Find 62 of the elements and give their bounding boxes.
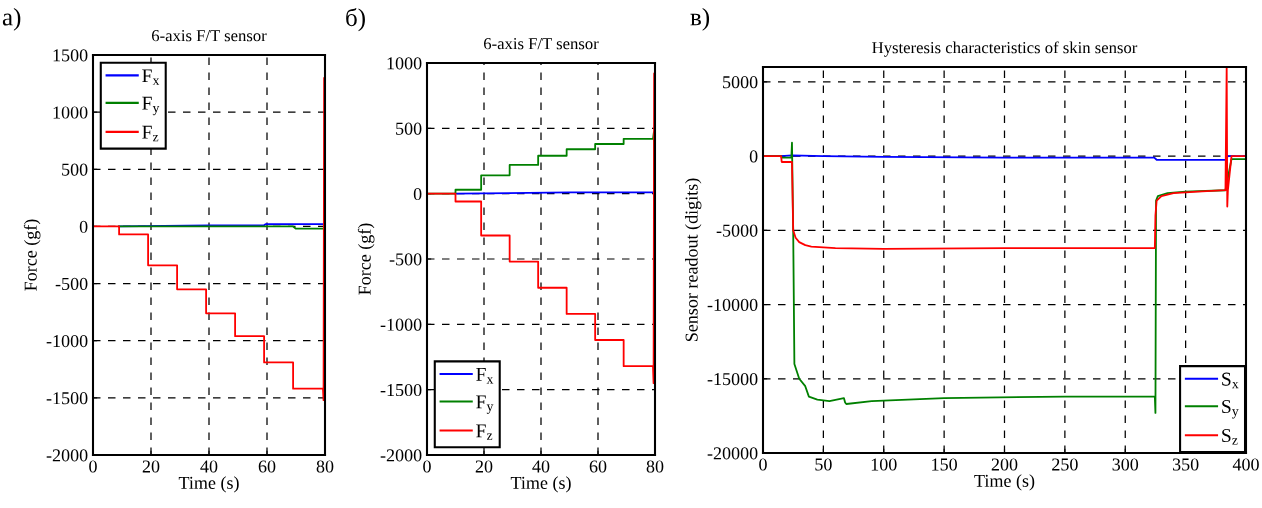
x-tick-label: 0: [423, 460, 431, 473]
y-tick-label: -500: [389, 253, 422, 266]
y-tick-label: -5000: [716, 224, 758, 237]
legend-label: S$_{x}$: [1222, 372, 1239, 389]
y-tick-label: -1000: [46, 334, 88, 348]
y-tick-label: 0: [413, 187, 422, 201]
y-axis-title: Force (gf): [23, 219, 41, 291]
x-tick-label: 20: [142, 460, 160, 473]
x-tick-label: 40: [200, 460, 218, 473]
y-tick-label: 500: [396, 122, 422, 135]
y-tick-label: 1500: [53, 49, 88, 62]
y-tick-label: -2000: [380, 449, 422, 462]
x-tick-label: 100: [871, 458, 897, 471]
x-axis-title: Time (s): [178, 476, 239, 493]
chart-title: 6-axis F/T sensor: [484, 38, 599, 50]
y-tick-label: -1500: [380, 383, 422, 397]
y-tick-label: -1500: [46, 392, 88, 405]
y-tick-label: -2000: [46, 449, 88, 462]
x-axis-title: Time (s): [510, 476, 571, 493]
x-tick-label: 50: [815, 458, 832, 471]
y-tick-label: -1000: [380, 318, 422, 331]
legend-label: F$_{z}$: [476, 424, 493, 440]
y-tick-label: -500: [55, 277, 88, 291]
x-tick-label: 300: [1112, 458, 1139, 471]
legend-label: F$_{y}$: [476, 395, 494, 414]
x-tick-label: 40: [532, 460, 550, 473]
line-series: [427, 72, 655, 385]
x-tick-label: 60: [589, 460, 607, 473]
x-tick-label: 250: [1052, 458, 1078, 471]
x-tick-label: 80: [646, 460, 664, 473]
text: a): [2, 8, 21, 31]
x-tick-label: 0: [759, 458, 767, 471]
text: б): [346, 8, 365, 32]
x-tick-label: 80: [316, 460, 334, 473]
y-axis-title: Force (gf): [357, 223, 375, 295]
y-tick-label: 1000: [53, 106, 88, 119]
x-tick-label: 0: [89, 460, 97, 473]
y-tick-label: 1000: [387, 57, 422, 70]
y-axis-title: Sensor readout (digits): [685, 178, 702, 342]
legend-label: S$_{z}$: [1222, 429, 1238, 445]
y-tick-label: 0: [79, 220, 88, 233]
x-tick-label: 400: [1232, 458, 1259, 471]
text: в): [690, 8, 710, 31]
legend-label: F$_{x}$: [142, 69, 160, 85]
y-tick-label: 5000: [723, 76, 758, 89]
x-tick-label: 60: [258, 460, 276, 473]
y-tick-label: -15000: [707, 373, 758, 386]
chart-title: 6-axis F/T sensor: [152, 30, 267, 42]
x-tick-label: 350: [1172, 458, 1199, 471]
y-tick-label: -10000: [707, 298, 758, 311]
x-tick-label: 200: [991, 458, 1018, 471]
y-tick-label: 0: [749, 150, 758, 163]
legend-label: F$_{x}$: [476, 367, 494, 384]
legend-label: S$_{y}$: [1222, 400, 1239, 419]
x-tick-label: 150: [932, 458, 957, 471]
chart-title: Hysteresis characteristics of skin sensor: [872, 41, 1138, 57]
y-tick-label: -20000: [707, 447, 758, 460]
y-tick-label: 500: [62, 163, 88, 176]
x-axis-title: Time (s): [974, 474, 1035, 491]
x-tick-label: 20: [475, 460, 493, 473]
legend-label: F$_{z}$: [142, 125, 159, 142]
legend-label: F$_{y}$: [142, 96, 160, 116]
